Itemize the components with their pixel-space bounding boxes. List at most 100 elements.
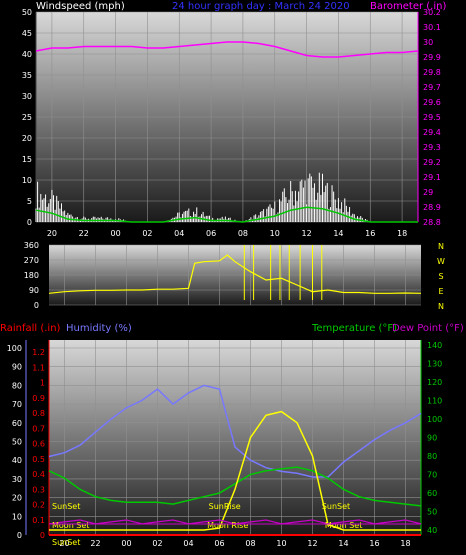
baro-tick-label: 29.4 bbox=[423, 128, 441, 137]
temperature-line bbox=[49, 410, 421, 531]
rain-tick-label: 0.1 bbox=[32, 516, 45, 525]
baro-tick-label: 29.6 bbox=[423, 98, 441, 107]
baro-tick-label: 29 bbox=[423, 188, 433, 197]
sunset-label-2: SunSet bbox=[322, 502, 350, 511]
baro-tick-label: 30.2 bbox=[423, 8, 441, 17]
x-tick-label: 20 bbox=[47, 229, 57, 238]
humidity-title: Humidity (%) bbox=[66, 323, 132, 334]
x-tick-label: 00 bbox=[110, 229, 120, 238]
wind-tick-label: 10 bbox=[22, 176, 32, 185]
wind-tick-label: 45 bbox=[22, 29, 32, 38]
humidity-tick-label: 50 bbox=[12, 438, 22, 447]
compass-label: S bbox=[438, 272, 443, 281]
humidity-tick-label: 0 bbox=[17, 531, 22, 540]
humidity-tick-label: 10 bbox=[12, 512, 22, 521]
x-tick-label: 18 bbox=[397, 229, 407, 238]
temp-tick-label: 80 bbox=[427, 452, 437, 461]
dewpoint-line bbox=[48, 466, 422, 507]
humidity-tick-label: 90 bbox=[12, 363, 22, 372]
baro-tick-label: 29.8 bbox=[423, 68, 441, 77]
temp-tick-label: 50 bbox=[427, 508, 437, 517]
top-panel: 0 5 10 15 20 25 30 35 40 45 50 28.8 28.9 29 29.1 29.2 2… bbox=[22, 1, 447, 238]
dewpoint-title: Dew Point (°F) bbox=[392, 323, 464, 334]
rain-tick-label: 0.2 bbox=[32, 501, 45, 510]
temp-tick-label: 120 bbox=[427, 378, 442, 387]
x-tick-label: 20 bbox=[59, 539, 69, 548]
rain-tick-label: 1.2 bbox=[32, 348, 45, 357]
wind-direction-line bbox=[48, 254, 422, 294]
dir-tick-label: 0 bbox=[34, 301, 39, 310]
barometer-title: Barometer (.in) bbox=[370, 1, 446, 12]
x-tick-label: 02 bbox=[142, 229, 152, 238]
compass-label: N bbox=[438, 302, 444, 311]
wind-tick-label: 5 bbox=[27, 197, 32, 206]
temp-tick-label: 70 bbox=[427, 471, 437, 480]
rain-tick-label: 0.9 bbox=[32, 394, 45, 403]
bottom-plot-area bbox=[49, 340, 421, 535]
wind-tick-label: 0 bbox=[27, 218, 32, 227]
sunset-label-bottom: SunSet bbox=[52, 538, 80, 547]
humidity-tick-label: 30 bbox=[12, 475, 22, 484]
x-tick-label: 02 bbox=[152, 539, 162, 548]
temperature-title: Temperature (°F) bbox=[311, 323, 397, 334]
x-tick-label: 00 bbox=[121, 539, 131, 548]
x-tick-label: 08 bbox=[245, 539, 255, 548]
rainfall-title: Rainfall (.in) bbox=[0, 323, 61, 334]
x-tick-label: 10 bbox=[276, 539, 286, 548]
compass-label: W bbox=[437, 257, 445, 266]
humidity-tick-label: 20 bbox=[12, 494, 22, 503]
temp-tick-label: 60 bbox=[427, 489, 437, 498]
dir-tick-label: 90 bbox=[29, 286, 39, 295]
humidity-tick-label: 40 bbox=[12, 456, 22, 465]
x-tick-label: 12 bbox=[301, 229, 311, 238]
humidity-tick-label: 80 bbox=[12, 381, 22, 390]
temp-tick-label: 140 bbox=[427, 341, 442, 350]
rain-tick-label: 0.4 bbox=[32, 470, 45, 479]
x-tick-label: 22 bbox=[79, 229, 89, 238]
baro-tick-label: 29.9 bbox=[423, 53, 441, 62]
windspeed-title: Windspeed (mph) bbox=[36, 1, 125, 12]
baro-tick-label: 29.2 bbox=[423, 158, 441, 167]
x-tick-label: 06 bbox=[206, 229, 216, 238]
humidity-tick-label: 60 bbox=[12, 419, 22, 428]
wind-tick-label: 25 bbox=[22, 113, 32, 122]
sunrise-label: SunRise bbox=[209, 502, 241, 511]
temp-tick-label: 90 bbox=[427, 434, 437, 443]
rain-tick-label: 0 bbox=[40, 531, 45, 540]
temp-tick-label: 130 bbox=[427, 360, 442, 369]
x-tick-label: 10 bbox=[270, 229, 280, 238]
wind-tick-label: 50 bbox=[22, 8, 32, 17]
baro-tick-label: 28.8 bbox=[423, 218, 441, 227]
dir-tick-label: 180 bbox=[24, 271, 39, 280]
compass-label: E bbox=[438, 287, 443, 296]
date-title: 24 hour graph day : March 24 2020 bbox=[172, 1, 350, 12]
x-tick-label: 04 bbox=[174, 229, 184, 238]
temp-tick-label: 110 bbox=[427, 397, 442, 406]
x-tick-label: 14 bbox=[333, 229, 343, 238]
barometer-line bbox=[35, 41, 419, 58]
rain-tick-label: 0.8 bbox=[32, 409, 45, 418]
rain-tick-label: 1.1 bbox=[32, 363, 45, 372]
wind-tick-label: 20 bbox=[22, 134, 32, 143]
baro-tick-label: 29.3 bbox=[423, 143, 441, 152]
baro-tick-label: 29.5 bbox=[423, 113, 441, 122]
wind-tick-label: 40 bbox=[22, 50, 32, 59]
baro-tick-label: 29.1 bbox=[423, 173, 441, 182]
compass-label: N bbox=[438, 242, 444, 251]
rain-tick-label: 0.7 bbox=[32, 424, 45, 433]
rain-tick-label: 0.6 bbox=[32, 440, 45, 449]
temp-tick-label: 40 bbox=[427, 526, 437, 535]
x-tick-label: 16 bbox=[365, 229, 375, 238]
humidity-tick-label: 70 bbox=[12, 400, 22, 409]
moonset-label-1: Moon Set bbox=[52, 521, 89, 530]
x-tick-label: 08 bbox=[238, 229, 248, 238]
baro-tick-label: 30.1 bbox=[423, 23, 441, 32]
x-tick-label: 14 bbox=[338, 539, 348, 548]
rain-tick-label: 0.3 bbox=[32, 485, 45, 494]
temp-tick-label: 100 bbox=[427, 415, 442, 424]
x-tick-label: 22 bbox=[90, 539, 100, 548]
baro-tick-label: 30 bbox=[423, 38, 433, 47]
x-tick-label: 04 bbox=[183, 539, 193, 548]
